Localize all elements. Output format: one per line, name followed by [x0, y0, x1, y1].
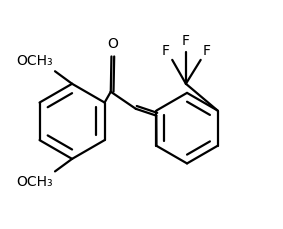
Text: O: O	[107, 37, 118, 51]
Text: F: F	[203, 44, 211, 58]
Text: OCH₃: OCH₃	[16, 54, 53, 68]
Text: F: F	[182, 35, 190, 49]
Text: OCH₃: OCH₃	[16, 175, 53, 189]
Text: F: F	[162, 44, 170, 58]
